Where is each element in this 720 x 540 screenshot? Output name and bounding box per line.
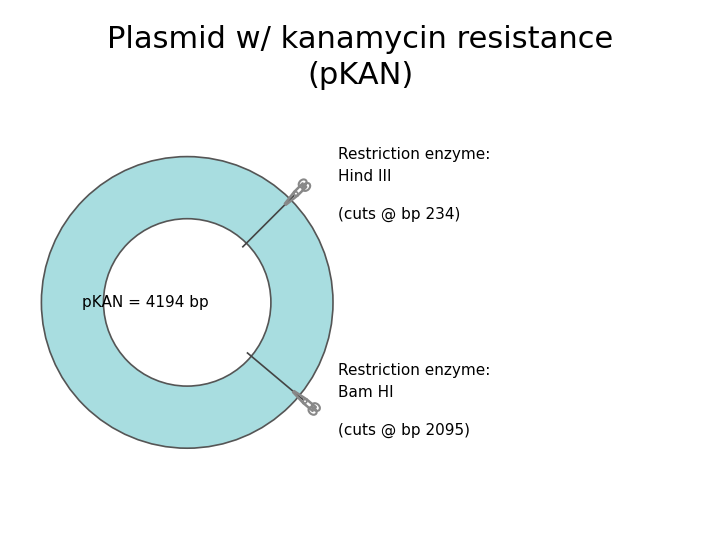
Text: (cuts @ bp 2095): (cuts @ bp 2095) (338, 423, 470, 438)
Text: (cuts @ bp 234): (cuts @ bp 234) (338, 207, 461, 222)
Text: Bam HI: Bam HI (338, 385, 394, 400)
Text: Hind III: Hind III (338, 169, 392, 184)
Circle shape (104, 219, 271, 386)
Text: Restriction enzyme:: Restriction enzyme: (338, 363, 491, 378)
Text: pKAN = 4194 bp: pKAN = 4194 bp (82, 295, 209, 310)
Text: Plasmid w/ kanamycin resistance
(pKAN): Plasmid w/ kanamycin resistance (pKAN) (107, 25, 613, 90)
Text: Restriction enzyme:: Restriction enzyme: (338, 147, 491, 162)
Circle shape (303, 400, 307, 403)
Circle shape (42, 157, 333, 448)
Circle shape (294, 192, 298, 195)
